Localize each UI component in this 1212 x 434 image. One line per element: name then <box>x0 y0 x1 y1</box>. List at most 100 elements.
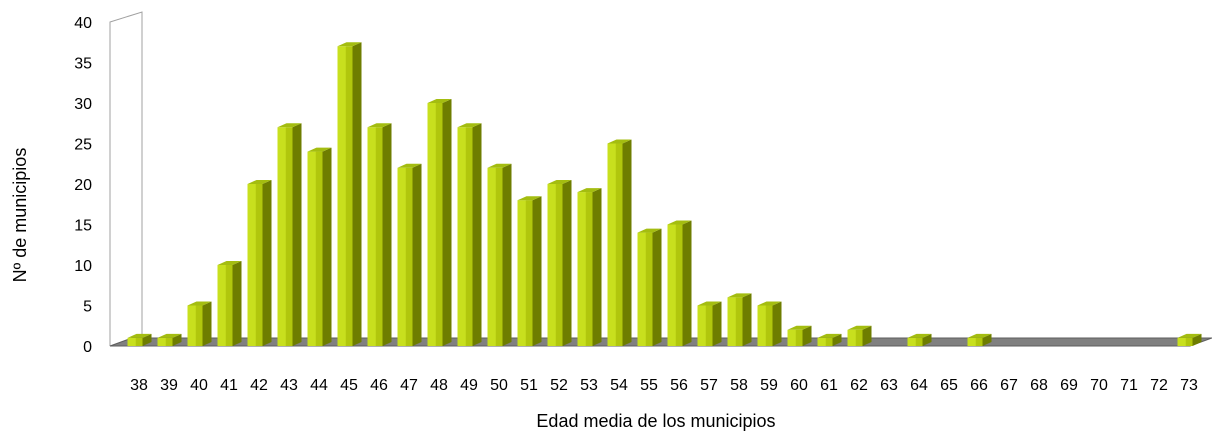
bar-shade <box>525 200 533 346</box>
x-tick-label: 70 <box>1090 377 1108 394</box>
y-tick-label: 10 <box>74 258 92 275</box>
bar <box>637 228 662 346</box>
bar-top <box>847 325 872 330</box>
y-tick-label: 15 <box>74 218 92 235</box>
x-tick-label: 61 <box>820 377 838 394</box>
bar-side <box>592 188 602 346</box>
bar-side <box>742 293 752 346</box>
bar <box>427 99 452 346</box>
bar-shade <box>255 184 263 346</box>
bar-side <box>832 333 842 346</box>
bar-shade <box>405 167 413 346</box>
bar-front <box>907 337 923 346</box>
x-axis-title: Edad media de los municipios <box>536 411 775 431</box>
x-tick-label: 52 <box>550 377 568 394</box>
bar-top <box>967 333 992 338</box>
y-tick-label: 5 <box>83 299 92 316</box>
bar-shade <box>675 224 683 346</box>
x-tick-label: 41 <box>220 377 238 394</box>
x-tick-label: 67 <box>1000 377 1018 394</box>
bar <box>517 196 542 346</box>
bar-side <box>442 99 452 346</box>
bar <box>217 261 242 346</box>
bar-top <box>187 301 212 306</box>
bar-shade <box>645 232 653 346</box>
x-tick-label: 51 <box>520 377 538 394</box>
bar-shade <box>555 184 563 346</box>
bar-top <box>817 333 842 338</box>
x-tick-label: 46 <box>370 377 388 394</box>
bar-side <box>982 333 992 346</box>
bar-shade <box>435 103 443 346</box>
bar-shade <box>825 337 833 346</box>
bar-side <box>532 196 542 346</box>
bar-top <box>697 301 722 306</box>
bar-top <box>157 333 182 338</box>
x-tick-label: 38 <box>130 377 148 394</box>
bar-shade <box>345 46 353 347</box>
bar-side <box>382 123 392 346</box>
x-tick-label: 65 <box>940 377 958 394</box>
bar-top <box>637 228 662 233</box>
bar-side <box>292 123 302 346</box>
x-tick-label: 68 <box>1030 377 1048 394</box>
bar-top <box>667 220 692 225</box>
bar-side <box>562 180 572 346</box>
bar <box>907 333 932 346</box>
bar-front <box>967 337 983 346</box>
bar-side <box>202 301 212 346</box>
y-tick-label: 40 <box>74 15 92 32</box>
bar-top <box>127 333 152 338</box>
y-tick-label: 30 <box>74 96 92 113</box>
bar-shade <box>855 329 863 346</box>
x-tick-label: 54 <box>610 377 628 394</box>
bar-side <box>862 325 872 346</box>
bar-top <box>457 123 482 128</box>
bar-top <box>427 99 452 103</box>
bar <box>367 123 392 346</box>
bar-side <box>172 333 182 346</box>
x-tick-label: 66 <box>970 377 988 394</box>
bar-shade <box>195 305 203 346</box>
bar-shade <box>975 337 983 346</box>
bar-top <box>307 147 332 152</box>
bar <box>127 333 152 346</box>
bar <box>697 301 722 346</box>
x-tick-label: 55 <box>640 377 658 394</box>
x-tick-label: 48 <box>430 377 448 394</box>
bar-front <box>817 337 833 346</box>
bar-shade <box>225 265 233 346</box>
x-tick-label: 72 <box>1150 377 1168 394</box>
bar <box>577 188 602 346</box>
bar-top <box>727 293 752 298</box>
x-tick-label: 71 <box>1120 377 1138 394</box>
bar-side <box>502 163 512 346</box>
bar-top <box>517 196 542 201</box>
bar-shade <box>735 297 743 346</box>
x-tick-label: 59 <box>760 377 778 394</box>
bar <box>967 333 992 346</box>
bar <box>277 123 302 346</box>
y-tick-label: 20 <box>74 177 92 194</box>
y-tick-label: 0 <box>83 339 92 356</box>
bar <box>757 301 782 346</box>
bar-side <box>412 163 422 346</box>
bar-shade <box>795 329 803 346</box>
x-tick-label: 64 <box>910 377 928 394</box>
x-tick-label: 58 <box>730 377 748 394</box>
y-axis: 0 5 10 15 20 25 30 35 40 <box>74 15 92 356</box>
bar <box>787 325 812 346</box>
x-tick-label: 53 <box>580 377 598 394</box>
bar-shade <box>495 167 503 346</box>
x-tick-label: 49 <box>460 377 478 394</box>
x-tick-label: 44 <box>310 377 328 394</box>
y-tick-label: 25 <box>74 137 92 154</box>
bar-top <box>337 42 362 47</box>
x-tick-label: 63 <box>880 377 898 394</box>
bar-top <box>607 139 632 144</box>
bar <box>607 139 632 346</box>
bar <box>187 301 212 346</box>
x-tick-label: 45 <box>340 377 358 394</box>
bar-side <box>712 301 722 346</box>
